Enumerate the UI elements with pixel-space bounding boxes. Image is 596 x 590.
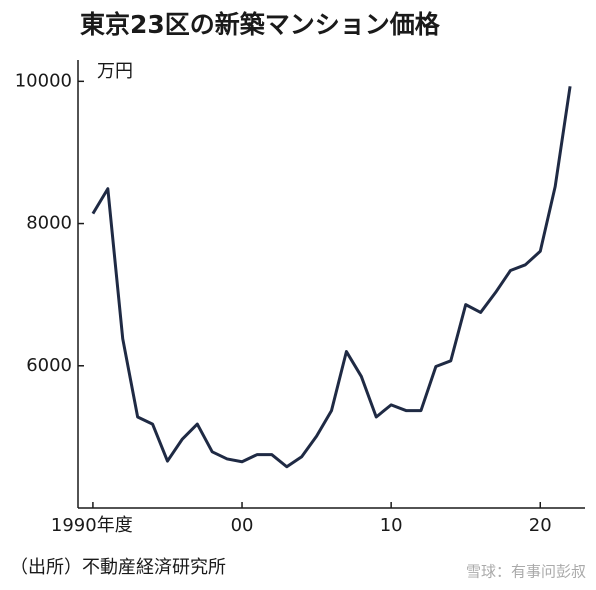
x-tick-label: 10 <box>380 515 403 536</box>
y-tick-label: 10000 <box>15 70 72 91</box>
x-tick-label: 00 <box>231 515 254 536</box>
watermark: 雪球：有事问彭叔 <box>466 563 586 581</box>
y-tick-label: 8000 <box>26 213 72 234</box>
chart-title: 東京23区の新築マンション価格 <box>80 10 441 39</box>
x-tick-label: 20 <box>529 515 552 536</box>
unit-label: 万円 <box>97 61 133 82</box>
y-tick-label: 6000 <box>26 355 72 376</box>
line <box>91 86 572 469</box>
source: （出所）不動産経済研究所 <box>10 557 226 578</box>
x-tick-label: 1990年度 <box>51 515 133 536</box>
